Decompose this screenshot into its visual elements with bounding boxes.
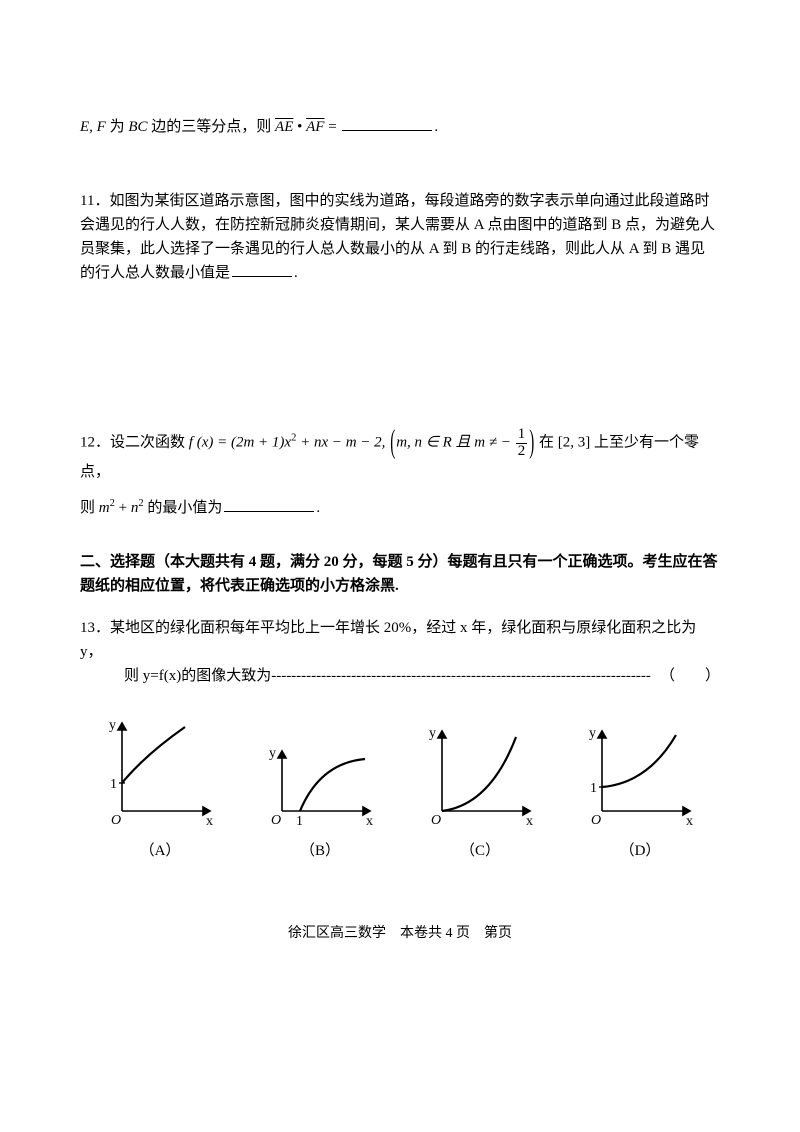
axis-x-b: x — [366, 814, 373, 829]
q10-ef: E, F — [80, 119, 106, 135]
axis-o-d: O — [591, 813, 601, 828]
graph-b-svg: 1 y x O — [260, 713, 380, 833]
q12-m: m — [99, 500, 110, 516]
axis-y: y — [109, 718, 116, 733]
axis-y-c: y — [429, 726, 436, 741]
axis-o-b: O — [271, 813, 281, 828]
q12-line1: 12．设二次函数 f (x) = (2m + 1)x 2 + nx − m − 2… — [80, 427, 720, 484]
q10-fragment: E, F 为 BC 边的三等分点，则 AE • AF = . — [80, 115, 720, 139]
q13-optA: （A） — [90, 839, 230, 863]
q13-line1: 13．某地区的绿化面积每年平均比上一年增长 20%，经过 x 年，绿化面积与原绿… — [80, 616, 720, 664]
axis-y-b: y — [269, 746, 276, 761]
axis-one-b: 1 — [296, 814, 303, 829]
q11: 11．如图为某街区道路示意图，图中的实线为道路，每段道路旁的数字表示单向通过此段… — [80, 189, 720, 285]
page-footer: 徐汇区高三数学 本卷共 4 页 第页 — [80, 923, 720, 945]
axis-one-d: 1 — [590, 781, 597, 796]
graph-d-svg: 1 y x O — [580, 713, 700, 833]
graph-b: 1 y x O （B） — [250, 713, 390, 863]
q12-l2b: 的最小值为 — [144, 500, 223, 516]
q13-num: 13． — [80, 620, 110, 636]
axis-x-d: x — [686, 814, 693, 829]
q10-period: . — [434, 119, 438, 135]
q12-frac-den: 2 — [516, 444, 528, 460]
graph-row: 1 y x O （A） 1 y x — [80, 713, 720, 863]
q12-interval: [2, 3] — [558, 435, 591, 451]
q12-cond: m, n ∈ R 且 m ≠ − — [396, 435, 515, 451]
axis-x: x — [206, 814, 213, 829]
q12-line2: 则 m2 + n2 的最小值为. — [80, 496, 720, 520]
q12-fx: f (x) = (2m + 1)x — [189, 435, 291, 451]
q10-blank — [342, 117, 432, 132]
graph-c-svg: y x O — [420, 713, 540, 833]
q12-pre: 设二次函数 — [110, 435, 189, 451]
q12: 12．设二次函数 f (x) = (2m + 1)x 2 + nx − m − 2… — [80, 427, 720, 520]
axis-x-c: x — [526, 814, 533, 829]
q13-l2: 则 y=f(x)的图像大致为 — [124, 664, 271, 688]
q12-blank — [224, 497, 314, 512]
q10-vec-ae: AE — [275, 119, 293, 135]
q12-mid1: + nx − m − 2, — [296, 435, 389, 451]
q11-period: . — [294, 265, 298, 281]
page: E, F 为 BC 边的三等分点，则 AE • AF = . 11．如图为某街区… — [0, 0, 800, 1132]
dash-line-icon: ----------------------------------------… — [271, 664, 660, 688]
spacer — [80, 161, 720, 189]
q13-optC: （C） — [410, 839, 550, 863]
q13-text: 某地区的绿化面积每年平均比上一年增长 20%，经过 x 年，绿化面积与原绿化面积… — [80, 620, 696, 660]
q13-line2: 则 y=f(x)的图像大致为 -------------------------… — [80, 664, 720, 688]
q10-eq: = — [324, 119, 340, 135]
q13-optD: （D） — [570, 839, 710, 863]
q12-l2a: 则 — [80, 500, 99, 516]
q10-dot: • — [293, 119, 306, 135]
q11-num: 11． — [80, 193, 109, 209]
section2-title: 二、选择题（本大题共有 4 题，满分 20 分，每题 5 分）每题有且只有一个正… — [80, 550, 720, 598]
q13: 13．某地区的绿化面积每年平均比上一年增长 20%，经过 x 年，绿化面积与原绿… — [80, 616, 720, 863]
q12-period: . — [316, 500, 320, 516]
rparen-big-icon: ) — [529, 417, 534, 470]
q12-frac-num: 1 — [516, 427, 528, 444]
q13-optB: （B） — [250, 839, 390, 863]
q10-bc: BC — [128, 119, 147, 135]
q12-frac: 12 — [516, 427, 528, 460]
q11-blank — [232, 263, 292, 278]
axis-o-c: O — [431, 813, 441, 828]
figure-placeholder — [80, 307, 720, 427]
q10-mid2: 边的三等分点，则 — [148, 119, 276, 135]
q11-text: 如图为某街区道路示意图，图中的实线为道路，每段道路旁的数字表示单向通过此段道路时… — [80, 193, 715, 281]
graph-a: 1 y x O （A） — [90, 713, 230, 863]
q12-num: 12． — [80, 435, 110, 451]
q10-mid1: 为 — [106, 119, 129, 135]
q10-vec-af: AF — [306, 119, 324, 135]
graph-d: 1 y x O （D） — [570, 713, 710, 863]
q13-paren: （ ） — [660, 664, 720, 688]
axis-one: 1 — [110, 777, 117, 792]
axis-y-d: y — [589, 726, 596, 741]
q12-plus: + — [115, 500, 131, 516]
axis-o: O — [111, 813, 121, 828]
q12-mid2: 在 — [535, 435, 558, 451]
graph-c: y x O （C） — [410, 713, 550, 863]
lparen-big-icon: ( — [390, 417, 395, 470]
graph-a-svg: 1 y x O — [100, 713, 220, 833]
